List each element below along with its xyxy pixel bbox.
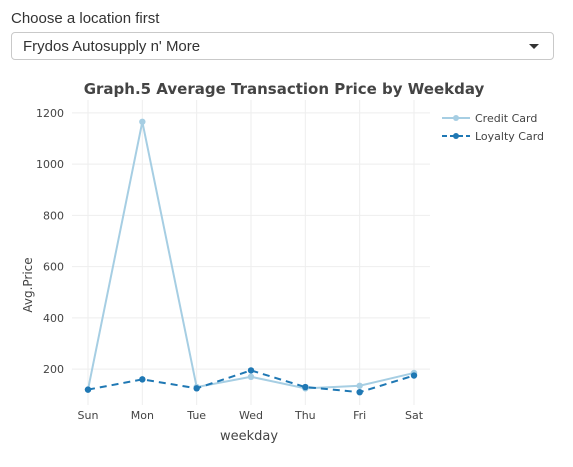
series-point [410, 372, 418, 379]
location-label: Choose a location first [11, 10, 160, 27]
series-point [247, 373, 255, 381]
series-point [139, 376, 146, 383]
y-tick-label: 600 [43, 261, 64, 274]
legend[interactable]: Credit Card Loyalty Card [442, 112, 544, 143]
x-tick-label: Fri [353, 409, 366, 422]
y-tick-label: 200 [43, 363, 64, 376]
location-select-value: Frydos Autosupply n' More [23, 38, 201, 55]
series-point [193, 385, 200, 392]
x-axis-ticks: Sun Mon Tue Wed Thu Fri Sat [78, 409, 424, 422]
x-tick-label: Thu [294, 409, 316, 422]
x-tick-label: Mon [131, 409, 154, 422]
line-chart: Graph.5 Average Transaction Price by Wee… [21, 80, 544, 444]
x-axis-label: weekday [220, 429, 278, 444]
y-axis-ticks: 200 400 600 800 1000 1200 [36, 107, 64, 376]
series-point [84, 386, 92, 393]
chart-title: Graph.5 Average Transaction Price by Wee… [84, 80, 485, 98]
y-tick-label: 400 [43, 312, 64, 325]
legend-item[interactable]: Credit Card [442, 112, 537, 125]
y-tick-label: 1000 [36, 158, 64, 171]
series-point [139, 118, 146, 125]
x-tick-label: Sat [405, 409, 424, 422]
legend-item[interactable]: Loyalty Card [442, 130, 544, 143]
legend-swatch-point [453, 133, 459, 139]
x-tick-label: Tue [186, 409, 206, 422]
series-point [356, 388, 363, 396]
x-tick-label: Sun [78, 409, 99, 422]
series-point [302, 383, 309, 391]
chart-container: Graph.5 Average Transaction Price by Wee… [0, 70, 573, 465]
series-point [356, 382, 363, 389]
legend-label: Credit Card [475, 112, 537, 125]
grid-lines [72, 100, 430, 405]
series-point [247, 367, 255, 374]
y-tick-label: 1200 [36, 107, 64, 120]
legend-swatch-point [453, 115, 459, 121]
chevron-down-icon [529, 44, 539, 49]
y-axis-label: Avg.Price [21, 257, 35, 312]
series-layer [84, 118, 418, 396]
legend-label: Loyalty Card [475, 130, 544, 143]
x-tick-label: Wed [239, 409, 263, 422]
y-tick-label: 800 [43, 209, 64, 222]
location-select[interactable]: Frydos Autosupply n' More [11, 32, 554, 60]
